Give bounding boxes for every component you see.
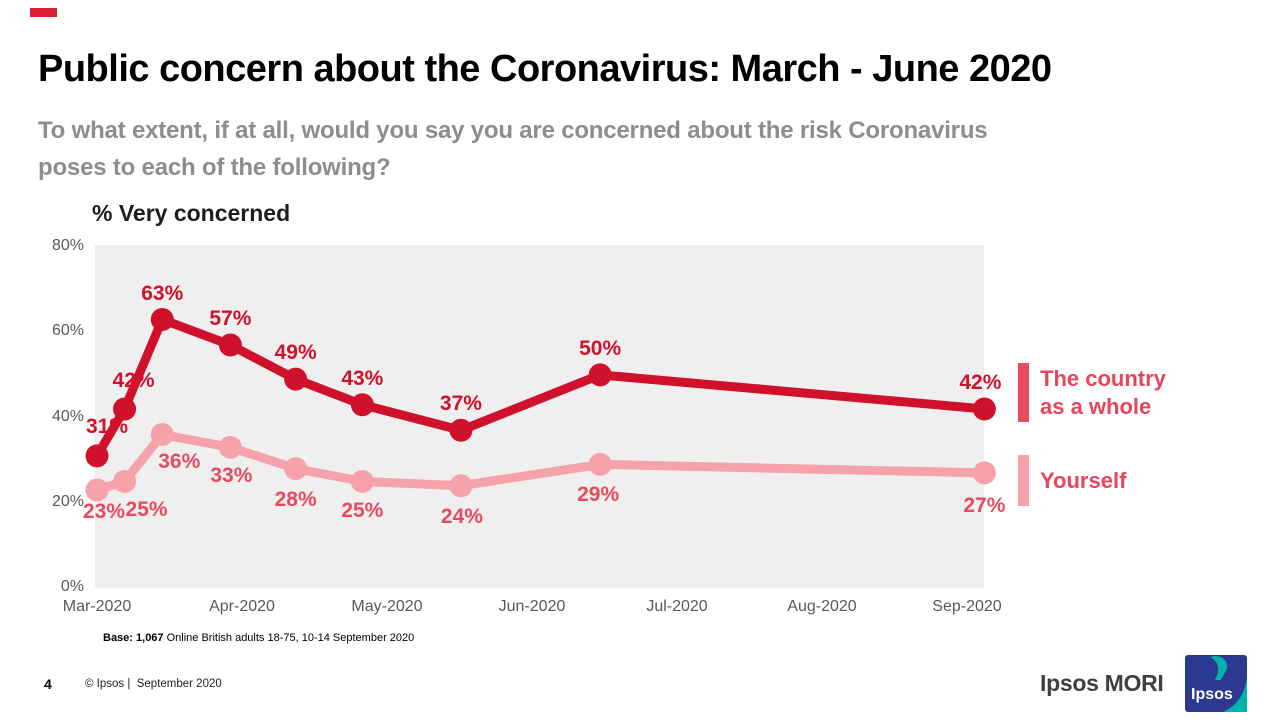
base-note-rest: Online British adults 18-75, 10-14 Septe… xyxy=(163,632,415,644)
ipsos-logo-face-shape xyxy=(1210,656,1228,680)
ipsos-logo-text: Ipsos xyxy=(1191,686,1233,703)
legend-label-country-line1: The country xyxy=(1040,365,1166,391)
legend-label-country-line2: as a whole xyxy=(1040,393,1152,419)
y-tick-40: 40% xyxy=(51,407,84,425)
question-subtitle: To what extent, if at all, would you say… xyxy=(38,112,1158,186)
page-number: 4 xyxy=(44,676,52,692)
x-tick-2: May-2020 xyxy=(351,598,423,615)
legend-label-yourself-line1: Yourself xyxy=(1040,467,1127,493)
y-tick-20: 20% xyxy=(51,492,84,510)
chart-title: % Very concerned xyxy=(92,200,291,226)
ipsos-logo-icon: Ipsos xyxy=(1185,655,1247,712)
y-tick-60: 60% xyxy=(51,322,84,340)
plot-area xyxy=(95,245,984,588)
y-tick-0: 0% xyxy=(60,578,84,595)
base-note-bold: Base: 1,067 xyxy=(103,632,164,644)
ipsos-logo-swoosh-shape xyxy=(1223,677,1247,712)
accent-dash xyxy=(30,8,57,17)
x-tick-3: Jun-2020 xyxy=(498,598,566,615)
legend-bar-0 xyxy=(1018,363,1029,422)
question-subtitle-line2: poses to each of the following? xyxy=(38,154,391,181)
ipsos-logo-square xyxy=(1185,655,1247,712)
question-subtitle-line1: To what extent, if at all, would you say… xyxy=(38,117,988,144)
legend-label-0: The country as a whole xyxy=(1040,363,1166,422)
copyright-text: © Ipsos | September 2020 xyxy=(85,678,222,690)
page-title: Public concern about the Coronavirus: Ma… xyxy=(38,48,1052,90)
ipsos-logo: Ipsos xyxy=(1185,655,1247,712)
legend-item-country: The country as a whole xyxy=(1018,363,1166,422)
legend-item-yourself: Yourself xyxy=(1018,455,1126,506)
x-tick-4: Jul-2020 xyxy=(646,598,708,615)
x-tick-0: Mar-2020 xyxy=(62,598,132,615)
y-tick-80: 80% xyxy=(51,237,84,254)
x-tick-1: Apr-2020 xyxy=(209,598,275,615)
x-tick-6: Sep-2020 xyxy=(932,598,1002,615)
legend-label-1: Yourself xyxy=(1040,455,1126,506)
ipsos-mori-wordmark: Ipsos MORI xyxy=(1040,670,1164,696)
base-note: Base: 1,067 Online British adults 18-75,… xyxy=(103,632,414,644)
legend-bar-1 xyxy=(1018,455,1029,506)
x-tick-5: Aug-2020 xyxy=(787,598,857,615)
